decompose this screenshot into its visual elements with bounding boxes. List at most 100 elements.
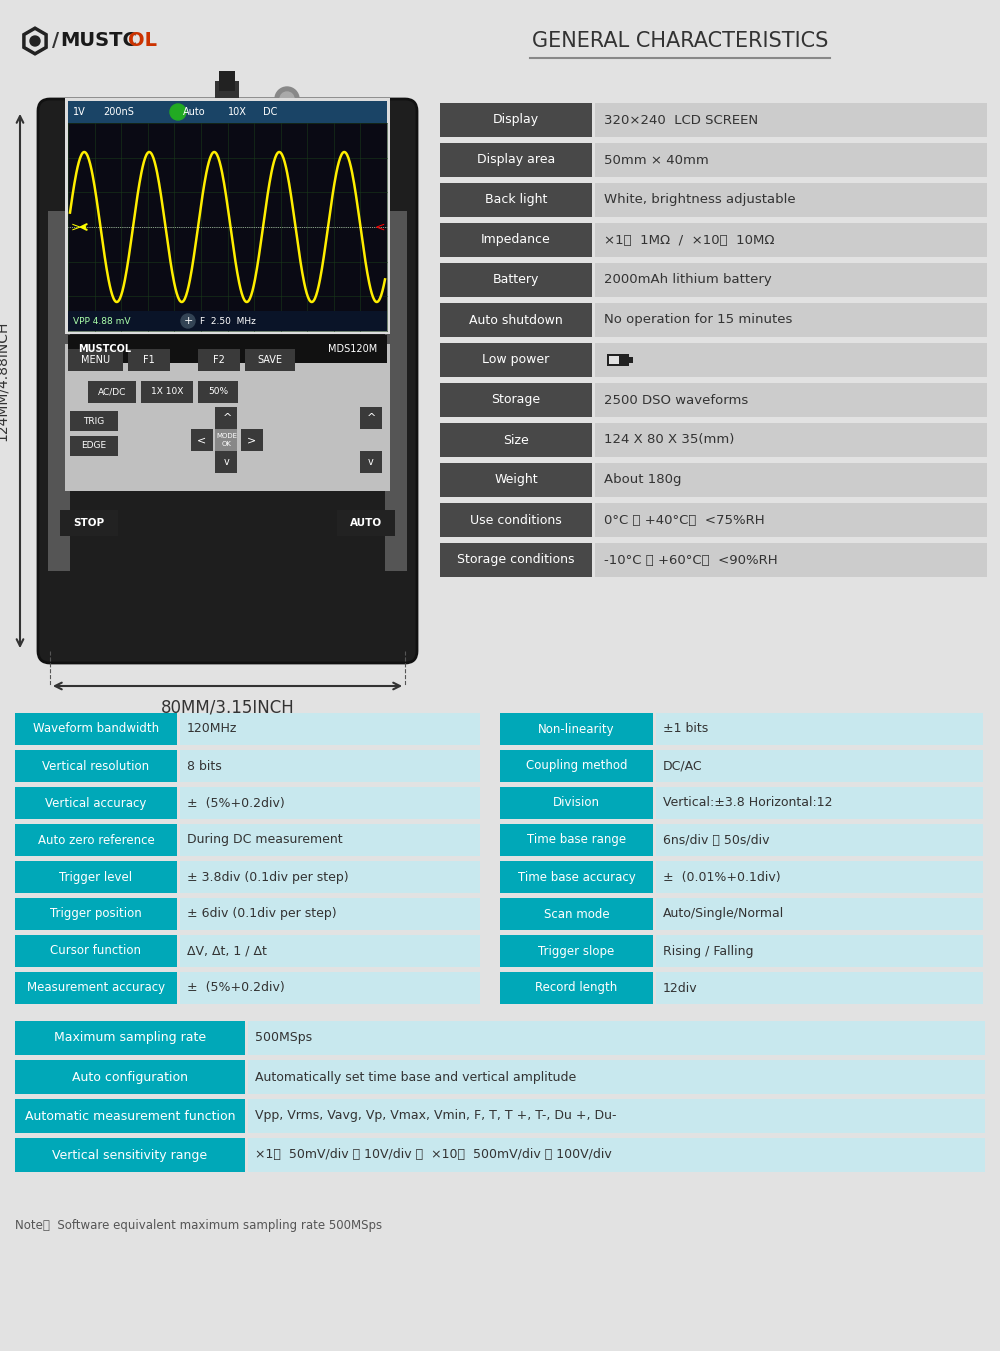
- Bar: [500, 898, 653, 929]
- Text: 120MHz: 120MHz: [187, 723, 237, 735]
- Bar: [595, 103, 987, 136]
- Text: 80MM/3.15INCH: 80MM/3.15INCH: [161, 698, 294, 717]
- Text: AC/DC: AC/DC: [98, 388, 126, 396]
- Text: Vertical accuracy: Vertical accuracy: [45, 797, 147, 809]
- Text: Auto/Single/Normal: Auto/Single/Normal: [663, 908, 784, 920]
- Bar: [656, 971, 983, 1004]
- Bar: [607, 354, 629, 366]
- Bar: [15, 750, 177, 782]
- Text: DC/AC: DC/AC: [663, 759, 703, 773]
- Bar: [440, 103, 592, 136]
- Bar: [15, 1138, 245, 1173]
- Text: Record length: Record length: [535, 981, 618, 994]
- Text: Measurement accuracy: Measurement accuracy: [27, 981, 165, 994]
- Bar: [440, 303, 592, 336]
- Bar: [595, 182, 987, 218]
- Bar: [595, 382, 987, 417]
- Bar: [440, 223, 592, 257]
- Polygon shape: [23, 27, 47, 55]
- Text: 0°C ～ +40°C；  <75%RH: 0°C ～ +40°C； <75%RH: [604, 513, 765, 527]
- Text: Low power: Low power: [482, 354, 550, 366]
- Text: 1X 10X: 1X 10X: [151, 388, 183, 396]
- Text: 50mm × 40mm: 50mm × 40mm: [604, 154, 709, 166]
- Bar: [248, 1021, 985, 1055]
- Bar: [360, 407, 382, 430]
- Text: Automatically set time base and vertical amplitude: Automatically set time base and vertical…: [255, 1070, 576, 1084]
- Bar: [68, 101, 387, 123]
- Bar: [15, 935, 177, 967]
- Bar: [440, 263, 592, 297]
- Text: Auto: Auto: [183, 107, 206, 118]
- Text: Non-linearity: Non-linearity: [538, 723, 615, 735]
- Bar: [595, 423, 987, 457]
- Bar: [595, 503, 987, 536]
- Text: About 180g: About 180g: [604, 473, 682, 486]
- Bar: [500, 824, 653, 857]
- Bar: [65, 99, 390, 334]
- Text: Auto configuration: Auto configuration: [72, 1070, 188, 1084]
- Text: >: >: [247, 435, 257, 444]
- Bar: [337, 509, 395, 536]
- Bar: [595, 543, 987, 577]
- Bar: [70, 411, 118, 431]
- Circle shape: [181, 313, 195, 328]
- Text: Impedance: Impedance: [481, 234, 551, 246]
- Bar: [248, 1138, 985, 1173]
- Text: Auto zero reference: Auto zero reference: [38, 834, 154, 847]
- Bar: [629, 357, 633, 363]
- FancyBboxPatch shape: [38, 99, 417, 663]
- Text: F1: F1: [143, 355, 155, 365]
- Text: 8 bits: 8 bits: [187, 759, 222, 773]
- Text: ^: ^: [222, 413, 232, 423]
- Circle shape: [30, 36, 40, 46]
- Text: OL: OL: [128, 31, 157, 50]
- Text: 2000mAh lithium battery: 2000mAh lithium battery: [604, 273, 772, 286]
- Bar: [595, 343, 987, 377]
- Bar: [440, 143, 592, 177]
- Bar: [15, 861, 177, 893]
- Bar: [500, 971, 653, 1004]
- Bar: [180, 861, 480, 893]
- Text: Cursor function: Cursor function: [50, 944, 142, 958]
- Polygon shape: [26, 31, 44, 51]
- Text: No operation for 15 minutes: No operation for 15 minutes: [604, 313, 792, 327]
- Text: Vertical resolution: Vertical resolution: [42, 759, 150, 773]
- Text: Waveform bandwidth: Waveform bandwidth: [33, 723, 159, 735]
- Text: 320×240  LCD SCREEN: 320×240 LCD SCREEN: [604, 113, 758, 127]
- Text: Vpp, Vrms, Vavg, Vp, Vmax, Vmin, F, T, T +, T-, Du +, Du-: Vpp, Vrms, Vavg, Vp, Vmax, Vmin, F, T, T…: [255, 1109, 616, 1123]
- Circle shape: [280, 92, 294, 105]
- Text: Note：  Software equivalent maximum sampling rate 500MSps: Note： Software equivalent maximum sampli…: [15, 1220, 382, 1232]
- Text: 50%: 50%: [208, 388, 228, 396]
- Bar: [360, 451, 382, 473]
- Bar: [128, 349, 170, 372]
- Bar: [180, 788, 480, 819]
- Text: 10X: 10X: [228, 107, 247, 118]
- Bar: [219, 72, 235, 91]
- Text: Automatic measurement function: Automatic measurement function: [25, 1109, 235, 1123]
- Bar: [68, 311, 387, 331]
- Text: MUSTC: MUSTC: [60, 31, 137, 50]
- Text: 124 X 80 X 35(mm): 124 X 80 X 35(mm): [604, 434, 734, 446]
- Bar: [180, 971, 480, 1004]
- Bar: [180, 935, 480, 967]
- Bar: [141, 381, 193, 403]
- Bar: [180, 898, 480, 929]
- Text: v: v: [224, 457, 230, 467]
- Circle shape: [170, 104, 186, 120]
- Bar: [440, 503, 592, 536]
- Text: During DC measurement: During DC measurement: [187, 834, 343, 847]
- Bar: [15, 971, 177, 1004]
- Text: Trigger level: Trigger level: [59, 870, 133, 884]
- Bar: [68, 349, 123, 372]
- Text: Size: Size: [503, 434, 529, 446]
- Bar: [440, 463, 592, 497]
- Text: TRIG: TRIG: [83, 416, 105, 426]
- Bar: [241, 430, 263, 451]
- Bar: [68, 335, 387, 363]
- Text: F  2.50  MHz: F 2.50 MHz: [200, 316, 256, 326]
- Bar: [198, 381, 238, 403]
- Bar: [656, 788, 983, 819]
- Text: Battery: Battery: [493, 273, 539, 286]
- Bar: [500, 713, 653, 744]
- Text: SAVE: SAVE: [258, 355, 283, 365]
